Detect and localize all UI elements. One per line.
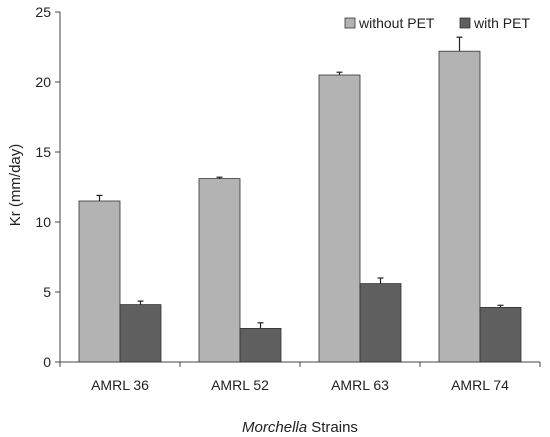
legend-swatch-without-pet <box>344 17 356 29</box>
y-tick-label: 15 <box>35 144 51 160</box>
error-bars <box>96 36 504 329</box>
legend-swatch-with-pet <box>459 17 471 29</box>
x-axis-title: Morchella Strains <box>242 419 358 436</box>
y-tick-label: 20 <box>35 74 51 90</box>
x-axis-title-italic: Morchella <box>242 419 307 436</box>
bar-without-pet <box>198 178 241 363</box>
bar-with-pet <box>479 306 522 363</box>
x-axis-title-rest: Strains <box>307 419 358 436</box>
bar-with-pet <box>119 304 162 363</box>
bar-with-pet <box>359 283 402 363</box>
y-tick-label: 0 <box>43 354 51 370</box>
x-tick-label: AMRL 36 <box>91 377 149 393</box>
legend: without PET with PET <box>344 15 530 31</box>
legend-label-without-pet: without PET <box>358 15 435 31</box>
bars <box>78 50 522 363</box>
bar-with-pet <box>239 327 282 363</box>
y-axis-title: Kr (mm/day) <box>7 144 24 227</box>
legend-label-with-pet: with PET <box>473 15 530 31</box>
tick-labels: 0 5 10 15 20 25 AMRL 36 AMRL 52 AMRL 63 AMRL 74 <box>35 4 509 393</box>
y-tick-label: 10 <box>35 214 51 230</box>
y-tick-label: 25 <box>35 4 51 20</box>
bar-without-pet <box>318 74 361 363</box>
x-tick-label: AMRL 74 <box>451 377 509 393</box>
x-tick-label: AMRL 52 <box>211 377 269 393</box>
x-tick-label: AMRL 63 <box>331 377 389 393</box>
bar-without-pet <box>438 50 481 363</box>
bar-without-pet <box>78 200 121 363</box>
y-tick-label: 5 <box>43 284 51 300</box>
